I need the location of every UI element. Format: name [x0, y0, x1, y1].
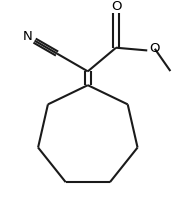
Text: O: O	[111, 0, 121, 13]
Text: N: N	[22, 30, 32, 43]
Text: O: O	[150, 42, 160, 55]
